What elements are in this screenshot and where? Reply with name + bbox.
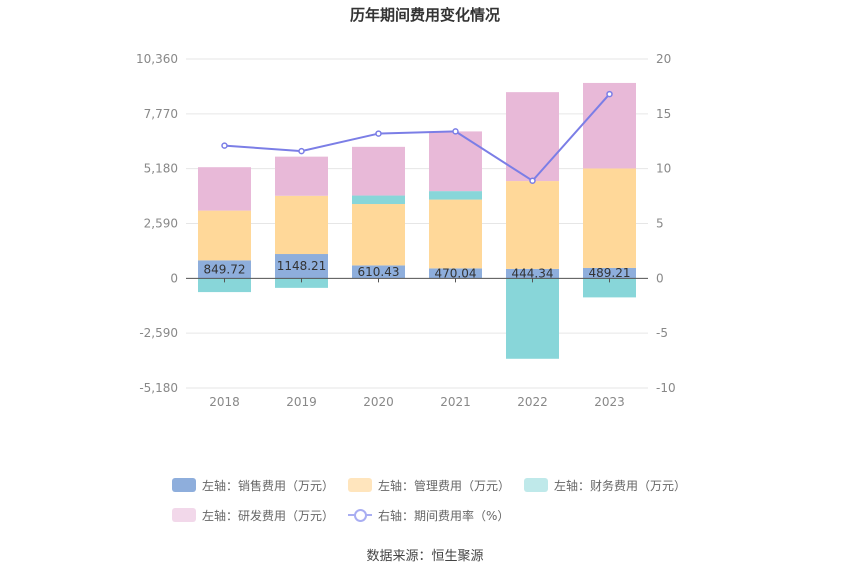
x-axis-labels: 2018 2019 2020 2021 2022 2023 (209, 395, 625, 409)
legend: 左轴：销售费用（万元） 左轴：管理费用（万元） 左轴：财务费用（万元） 左轴：研… (172, 470, 692, 530)
legend-label-admin: 左轴：管理费用（万元） (378, 478, 511, 493)
bar-label-sales: 849.72 (204, 262, 246, 276)
bar-sales-2018 (198, 260, 251, 279)
bar-rnd-2020 (352, 146, 405, 196)
legend-swatch-finance (524, 478, 549, 492)
bar-admin-2022 (506, 181, 559, 269)
grid (186, 58, 648, 389)
bar-labels: 849.72 1148.21 610.43 470.04 444.34 489.21 (204, 259, 631, 280)
bar-sales-2019 (275, 254, 328, 279)
bar-label-sales: 470.04 (435, 266, 477, 280)
bar-finance-2019 (275, 278, 328, 288)
bar-label-sales: 610.43 (358, 265, 400, 279)
legend-swatch-rnd (172, 508, 196, 522)
x-axis-tick-label: 2019 (286, 395, 317, 409)
left-axis-tick-label: -2,590 (139, 326, 178, 340)
x-axis-tick-label: 2018 (209, 395, 240, 409)
bar-finance-2020 (352, 195, 405, 205)
legend-item-admin[interactable]: 左轴：管理费用（万元） (348, 477, 510, 494)
right-axis-labels: -10 -5 0 5 10 15 20 (656, 52, 676, 395)
bar-sales-2020 (352, 265, 405, 279)
legend-item-finance[interactable]: 左轴：财务费用（万元） (524, 477, 686, 494)
x-axis-tick-label: 2022 (517, 395, 548, 409)
legend-label-sales: 左轴：销售费用（万元） (202, 478, 335, 493)
bar-rnd-2022 (506, 92, 559, 182)
left-axis-labels: -5,180 -2,590 0 2,590 5,180 7,770 10,360 (136, 52, 178, 395)
x-axis-tick-label: 2021 (440, 395, 471, 409)
left-axis-tick-label: 2,590 (144, 217, 178, 231)
legend-item-sales[interactable]: 左轴：销售费用（万元） (172, 477, 334, 494)
zero-axis (186, 277, 648, 283)
bar-admin-2020 (352, 204, 405, 266)
rate-point (375, 130, 382, 137)
bar-finance-2021 (429, 191, 482, 200)
bar-rnd-2019 (275, 156, 328, 196)
chart: 历年期间费用变化情况 -5,180 -2,590 0 2,590 5,180 7,770 1… (136, 6, 676, 409)
left-axis-tick-label: 7,770 (144, 107, 178, 121)
bar-finance-2018 (198, 278, 251, 293)
legend-swatch-sales (172, 478, 196, 492)
bar-admin-2023 (583, 168, 636, 268)
rate-series-line (224, 93, 611, 183)
rate-point (529, 177, 536, 184)
legend-label-rnd: 左轴：研发费用（万元） (202, 508, 335, 523)
right-axis-tick-label: 5 (656, 217, 664, 231)
bar-rnd-2018 (198, 167, 251, 211)
legend-item-rate[interactable]: 右轴：期间费用率（%） (348, 507, 509, 524)
bar-sales-2021 (429, 268, 482, 279)
bar-admin-2018 (198, 210, 251, 261)
bar-rnd-2021 (429, 131, 482, 192)
legend-label-rate: 右轴：期间费用率（%） (378, 508, 510, 523)
rate-point (298, 147, 305, 155)
right-axis-tick-label: 15 (656, 107, 671, 121)
bar-admin-2019 (275, 195, 328, 255)
right-axis-tick-label: -5 (656, 326, 668, 340)
legend-item-rnd[interactable]: 左轴：研发费用（万元） (172, 507, 334, 524)
left-axis-tick-label: -5,180 (139, 381, 178, 395)
rate-point (452, 128, 459, 135)
left-axis-tick-label: 0 (170, 271, 178, 285)
x-axis-tick-label: 2023 (594, 395, 625, 409)
right-axis-tick-label: 0 (656, 271, 664, 285)
rate-point (606, 90, 613, 98)
data-source: 数据来源：恒生聚源 (366, 549, 484, 564)
rate-point (221, 142, 228, 149)
left-axis-tick-label: 5,180 (144, 162, 178, 176)
bar-label-sales: 489.21 (589, 266, 631, 280)
right-axis-tick-label: 10 (656, 162, 671, 176)
bar-admin-2021 (429, 199, 482, 269)
bar-sales-2023 (583, 267, 636, 279)
bar-finance-2022 (506, 278, 559, 359)
bar-label-sales: 1148.21 (277, 259, 327, 273)
right-axis-tick-label: -10 (656, 381, 676, 395)
legend-swatch-admin (348, 478, 373, 492)
left-axis-tick-label: 10,360 (136, 52, 178, 66)
bar-sales-2022 (506, 268, 559, 279)
bars (198, 82, 636, 359)
right-axis-tick-label: 20 (656, 52, 671, 66)
legend-swatch-rate (348, 508, 373, 522)
bar-finance-2023 (583, 278, 636, 298)
rate-line (221, 90, 613, 184)
legend-label-finance: 左轴：财务费用（万元） (554, 478, 687, 493)
bar-label-sales: 444.34 (512, 267, 554, 281)
x-axis-tick-label: 2020 (363, 395, 394, 409)
chart-title: 历年期间费用变化情况 (350, 6, 500, 24)
